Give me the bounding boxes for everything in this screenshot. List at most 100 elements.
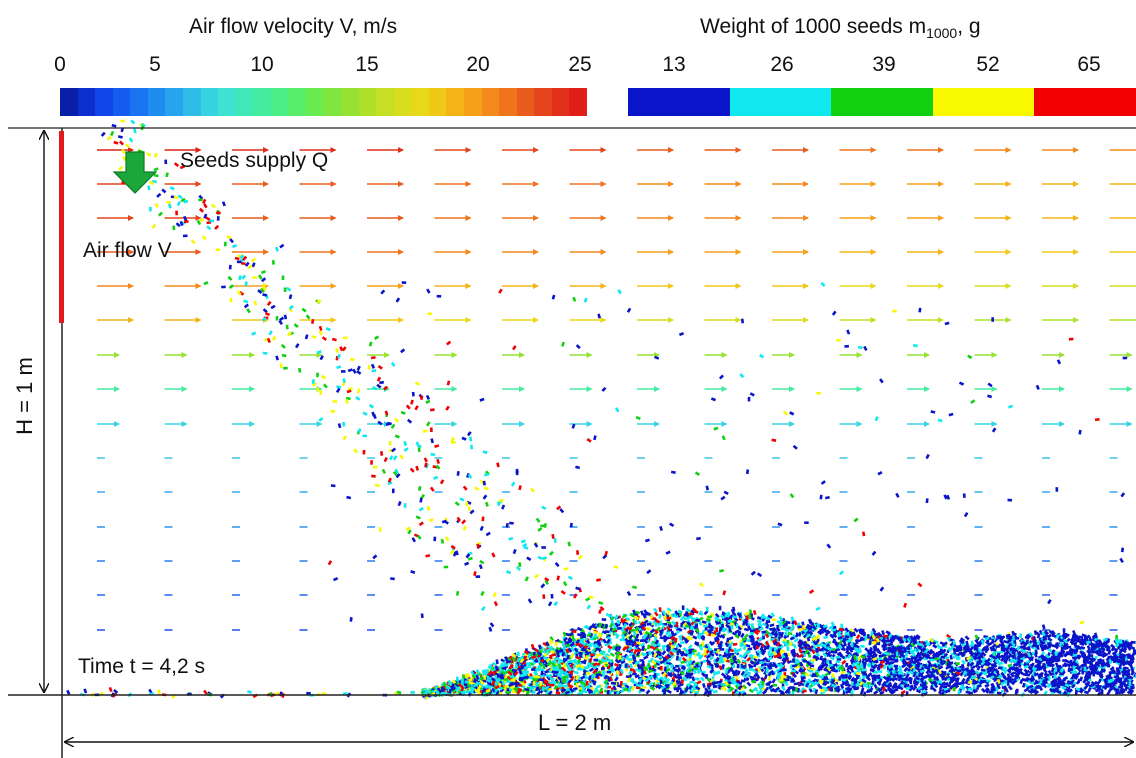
flow-vector-head [803,147,809,153]
flow-vector-head [1126,386,1133,392]
seed-particle [906,637,911,644]
seed-particle [394,434,400,439]
seed-particle [1041,624,1046,630]
seed-particle [912,679,917,685]
seed-particle [779,663,785,668]
flow-vector-head [1005,283,1012,289]
seed-particle [542,594,546,599]
flow-vector-head [870,249,877,255]
flow-vector-head [195,283,202,289]
seed-particle [1062,628,1066,633]
seed-particle [176,201,182,207]
seed-particle [420,493,426,500]
seed-particle [505,570,512,575]
flow-vector-head [803,283,809,289]
seed-particle [247,264,253,270]
seed-particle [372,554,378,560]
seed-particle [700,676,705,682]
seed-particle [877,471,883,476]
flow-vector-head [870,317,877,323]
seed-particle [512,549,517,555]
seed-particle [877,687,883,692]
flow-vector-head [330,181,337,187]
seed-particle [1090,680,1096,687]
seed-particle [489,622,495,628]
seed-particle [628,651,635,657]
seed-particle [405,526,411,531]
seed-particle [836,657,842,661]
seed-particle [490,667,497,672]
seed-particle [534,573,540,579]
seed-particle [720,495,726,501]
seed-particle [1106,683,1112,689]
seed-particle [635,651,641,657]
seed-particle [984,669,990,675]
seed-particle [824,495,830,500]
seed-particle [786,660,793,665]
seed-particle [563,684,569,688]
seed-particle [733,655,737,661]
seed-particle [742,644,747,651]
seed-particle [179,220,184,227]
seed-particle [514,681,520,686]
seed-particle [414,405,419,411]
seed-particle [599,623,605,629]
seed-particle [258,274,263,280]
seed-particle [977,671,983,678]
seed-particle [616,670,620,675]
seed-particle [767,614,773,620]
seed-particle [236,260,242,264]
seed-particle [740,670,746,676]
weight-legend-title-sub: 1000 [926,25,958,42]
seed-particle [746,681,752,687]
seed-particle [574,642,581,647]
seed-particle [491,661,498,667]
seed-particle [400,348,406,354]
seed-particle [694,677,700,681]
seed-particle [670,636,676,640]
flow-vector-head [249,352,255,358]
seed-particle [479,679,484,685]
seed-particle [1079,642,1085,646]
seed-particle [914,676,920,681]
seed-particle [614,676,619,682]
seed-particle [568,631,574,637]
flow-vector-head [870,283,877,289]
seed-particle [349,617,353,622]
flow-vector-head [668,283,674,289]
seed-particle [997,666,1003,670]
seed-particle [795,658,801,664]
seed-particle [203,203,208,209]
seed-particle [426,421,431,427]
seed-particle [598,608,603,615]
seed-particle [949,654,953,660]
seed-particle [541,546,546,549]
seed-particle [1053,633,1059,639]
seed-particle [836,642,839,647]
seed-particle [1035,384,1040,390]
seed-particle [304,334,309,340]
seed-particle [873,683,878,689]
seed-particle [675,664,680,668]
flow-vector-head [924,421,930,427]
seed-particle [266,337,272,344]
velocity-bar-segment [218,88,236,116]
seed-particle [415,515,421,520]
seed-particle [890,653,896,659]
seed-particle [762,622,768,627]
seed-particle [879,690,885,695]
seed-particle [428,518,434,522]
flow-vector-head [519,421,525,427]
seed-particle [464,674,469,680]
flow-vector-head [735,249,742,255]
seed-particle [798,667,803,673]
seed-particle [555,646,561,652]
seed-particle [1000,680,1005,687]
seed-particle [1129,689,1134,695]
seed-particle [543,659,549,665]
seed-particle [547,690,553,696]
seed-particle [1038,682,1044,687]
seed-particle [558,649,564,653]
seed-particle [266,300,272,307]
seed-particle [334,347,339,353]
